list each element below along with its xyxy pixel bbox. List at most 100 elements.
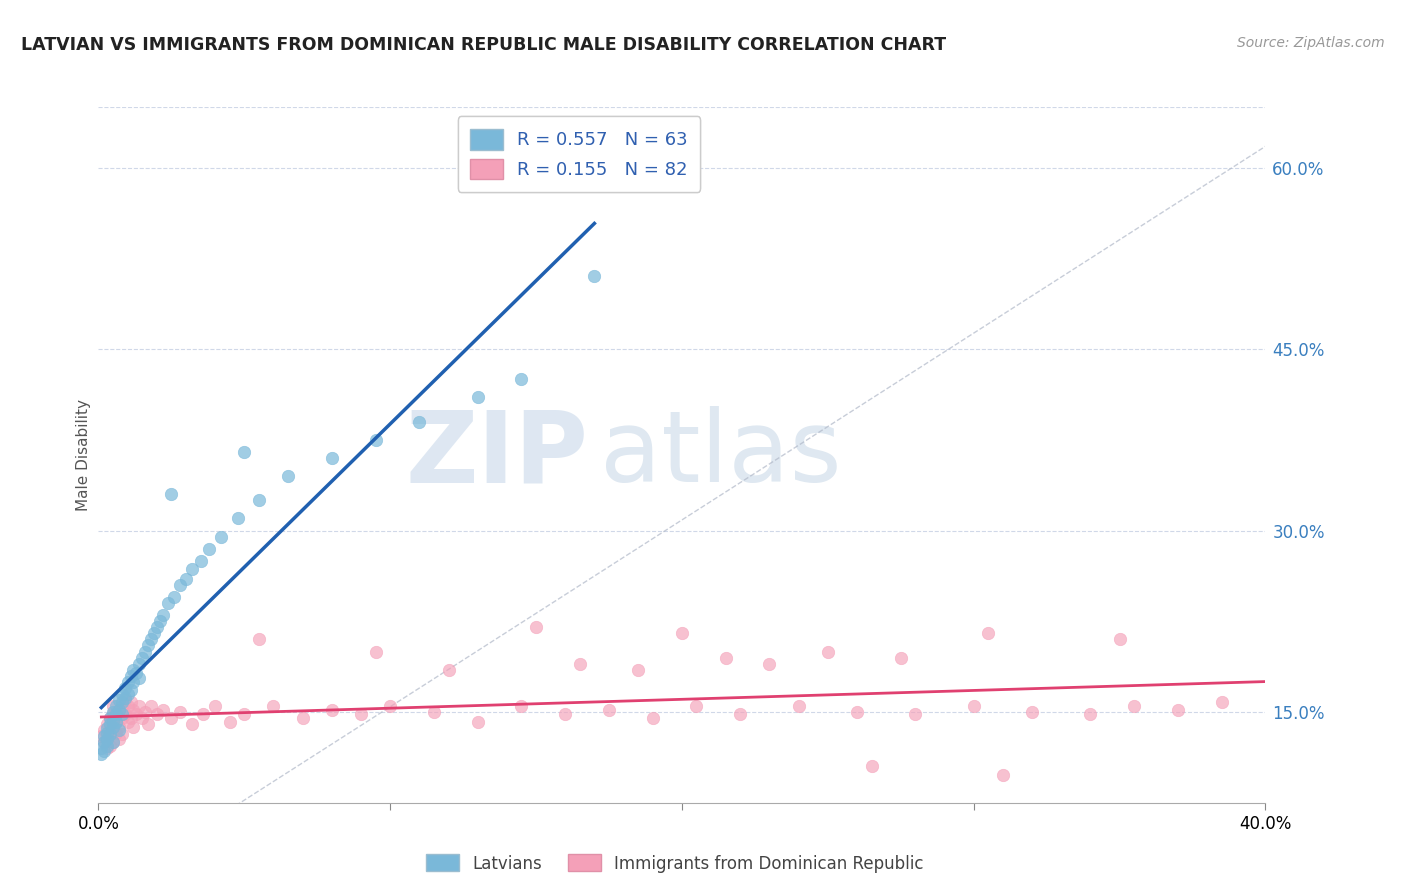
Point (510, 698, 533, 713)
Point (169, 578, 191, 592)
Point (1211, 695, 1233, 709)
Point (101, 735, 124, 749)
Point (142, 626, 165, 640)
Point (101, 720, 124, 734)
Point (101, 714, 124, 728)
Legend: Latvians, Immigrants from Dominican Republic: Latvians, Immigrants from Dominican Repu… (419, 847, 931, 880)
Point (101, 707, 124, 722)
Point (101, 705, 124, 719)
Point (114, 690, 136, 705)
Point (321, 450, 343, 465)
Point (209, 530, 232, 544)
Point (122, 720, 145, 734)
Point (108, 703, 131, 717)
Point (180, 717, 202, 731)
Text: LATVIAN VS IMMIGRANTS FROM DOMINICAN REPUBLIC MALE DISABILITY CORRELATION CHART: LATVIAN VS IMMIGRANTS FROM DOMINICAN REP… (21, 36, 946, 54)
Point (104, 698, 127, 713)
Point (90, 729, 112, 743)
Point (364, 644, 387, 658)
Point (671, 626, 693, 640)
Point (152, 608, 174, 623)
Point (467, 714, 489, 729)
Point (1108, 632, 1130, 647)
Point (104, 707, 127, 722)
Point (149, 615, 172, 629)
Point (977, 626, 1000, 640)
Point (93, 723, 115, 738)
Text: ZIP: ZIP (406, 407, 589, 503)
Text: Source: ZipAtlas.com: Source: ZipAtlas.com (1237, 36, 1385, 50)
Text: atlas: atlas (600, 407, 842, 503)
Point (111, 727, 134, 741)
Point (122, 663, 145, 677)
Point (114, 681, 136, 695)
Point (108, 723, 131, 738)
Point (860, 759, 883, 773)
Point (277, 469, 299, 483)
Point (96, 721, 118, 735)
Point (104, 725, 127, 739)
Point (247, 632, 270, 647)
Point (122, 674, 145, 689)
Point (1021, 705, 1043, 719)
Point (152, 703, 174, 717)
Point (136, 717, 159, 731)
Point (437, 663, 460, 677)
Point (380, 698, 402, 713)
Point (93, 735, 115, 749)
Point (510, 372, 533, 386)
Point (114, 707, 136, 722)
Point (467, 391, 489, 405)
Point (233, 707, 256, 722)
Point (180, 562, 202, 576)
Point (554, 707, 576, 722)
Point (108, 693, 131, 707)
Point (321, 703, 343, 717)
Point (146, 620, 169, 634)
Point (128, 698, 150, 713)
Point (787, 698, 810, 713)
Point (98, 727, 121, 741)
Point (157, 596, 180, 610)
Point (111, 707, 134, 722)
Point (98, 727, 121, 741)
Point (131, 711, 153, 725)
Point (111, 698, 134, 713)
Point (228, 511, 250, 525)
Point (198, 541, 221, 556)
Point (96, 739, 118, 753)
Point (139, 698, 162, 713)
Point (117, 698, 139, 713)
Point (218, 714, 240, 729)
Point (90, 747, 112, 762)
Point (125, 707, 148, 722)
Point (146, 707, 169, 722)
Point (904, 707, 927, 722)
Point (247, 493, 270, 508)
Point (108, 731, 131, 746)
Point (1167, 703, 1189, 717)
Point (117, 687, 139, 701)
Point (160, 711, 183, 725)
Point (101, 698, 124, 713)
Legend: R = 0.557   N = 63, R = 0.155   N = 82: R = 0.557 N = 63, R = 0.155 N = 82 (457, 116, 700, 192)
Point (890, 650, 912, 665)
Point (128, 671, 150, 685)
Point (568, 657, 591, 671)
Point (134, 705, 156, 719)
Point (101, 735, 124, 749)
Point (120, 695, 142, 709)
Point (104, 714, 127, 728)
Point (291, 711, 314, 725)
Point (108, 720, 131, 734)
Point (364, 433, 387, 447)
Point (262, 698, 284, 713)
Point (93, 729, 115, 743)
Point (174, 572, 197, 586)
Point (96, 717, 118, 731)
Point (111, 711, 134, 725)
Point (641, 711, 664, 725)
Point (96, 725, 118, 739)
Point (96, 741, 118, 756)
Point (408, 415, 430, 429)
